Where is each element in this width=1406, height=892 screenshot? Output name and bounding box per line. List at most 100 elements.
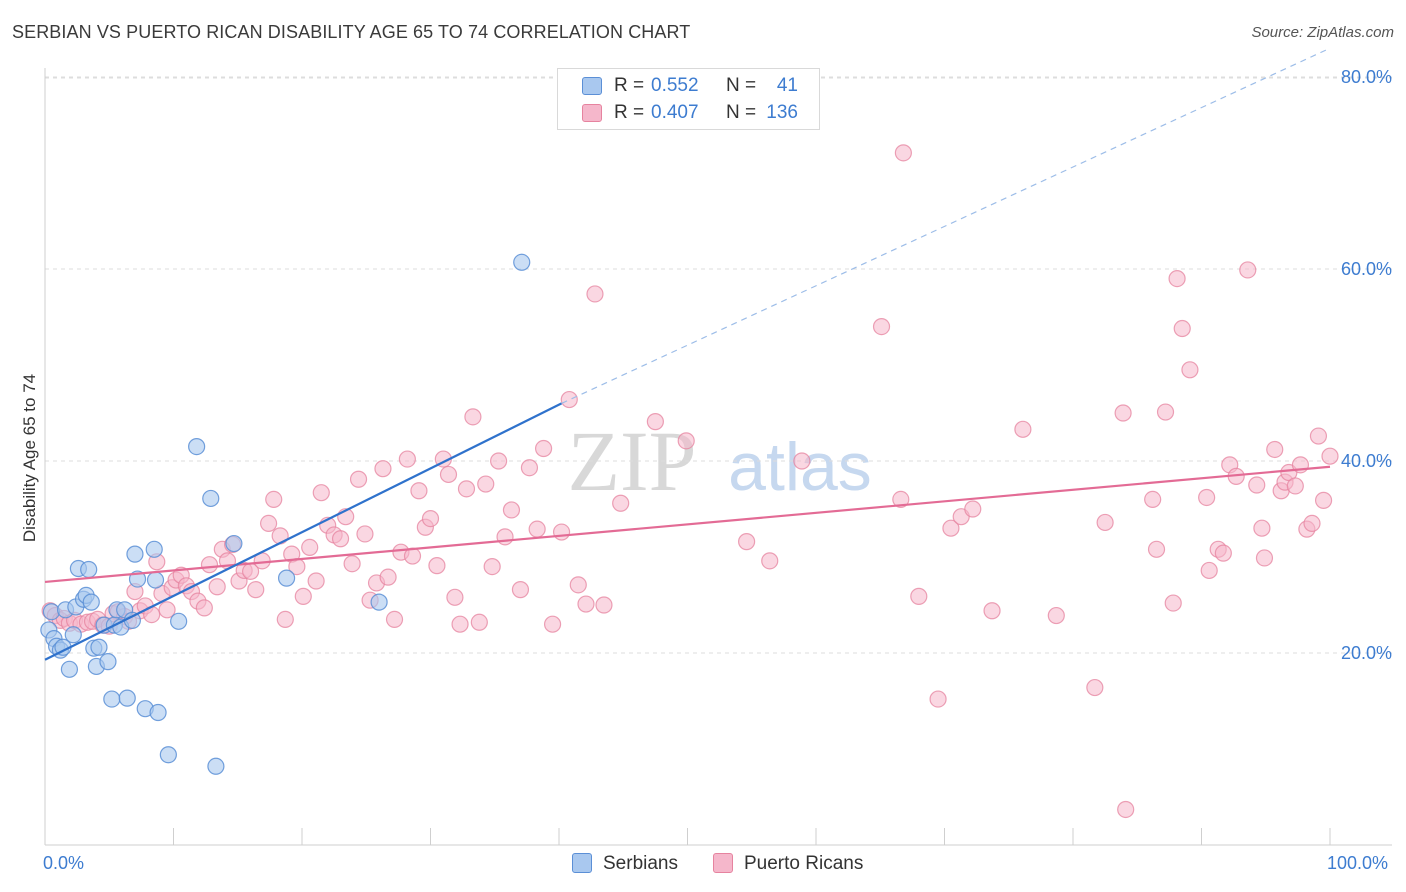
puerto-rican-point[interactable] xyxy=(552,523,571,541)
puerto-rican-point[interactable] xyxy=(983,602,1001,620)
puerto-rican-point[interactable] xyxy=(1156,403,1175,421)
puerto-rican-point[interactable] xyxy=(477,475,495,493)
puerto-rican-point[interactable] xyxy=(428,557,446,575)
serbian-point[interactable] xyxy=(145,540,163,558)
serbian-point[interactable] xyxy=(90,638,108,656)
puerto-rican-point[interactable] xyxy=(1255,549,1274,567)
puerto-rican-point[interactable] xyxy=(929,690,947,708)
puerto-rican-point[interactable] xyxy=(1114,404,1132,422)
serbian-point[interactable] xyxy=(277,569,296,587)
puerto-rican-point[interactable] xyxy=(942,519,960,537)
puerto-rican-point[interactable] xyxy=(1200,561,1218,580)
puerto-rican-point[interactable] xyxy=(677,432,695,450)
puerto-rican-point[interactable] xyxy=(200,556,219,574)
puerto-rican-point[interactable] xyxy=(374,460,392,478)
serbian-point[interactable] xyxy=(103,690,121,708)
serbian-point[interactable] xyxy=(513,253,531,271)
puerto-rican-point[interactable] xyxy=(1014,420,1032,438)
puerto-rican-point[interactable] xyxy=(446,588,464,606)
puerto-rican-point[interactable] xyxy=(421,509,440,528)
puerto-rican-point[interactable] xyxy=(276,610,294,629)
serbian-point[interactable] xyxy=(207,757,225,775)
serbian-point[interactable] xyxy=(80,560,98,579)
puerto-rican-point[interactable] xyxy=(312,484,330,502)
serbian-point[interactable] xyxy=(170,612,188,630)
puerto-rican-point[interactable] xyxy=(612,494,630,512)
puerto-rican-point[interactable] xyxy=(586,285,604,303)
puerto-rican-point[interactable] xyxy=(738,533,756,551)
serbian-point[interactable] xyxy=(202,489,220,508)
puerto-rican-point[interactable] xyxy=(1173,319,1191,338)
puerto-rican-point[interactable] xyxy=(1147,540,1166,558)
puerto-rican-point[interactable] xyxy=(910,587,928,605)
puerto-rican-point[interactable] xyxy=(894,144,912,162)
puerto-rican-point[interactable] xyxy=(1239,261,1257,279)
puerto-rican-point[interactable] xyxy=(1117,800,1135,819)
puerto-rican-point[interactable] xyxy=(1266,440,1284,459)
puerto-rican-point[interactable] xyxy=(1286,477,1304,495)
puerto-rican-point[interactable] xyxy=(1168,270,1186,288)
puerto-rican-point[interactable] xyxy=(543,615,562,633)
puerto-rican-point[interactable] xyxy=(502,501,521,519)
puerto-rican-point[interactable] xyxy=(1214,544,1232,562)
serbian-point[interactable] xyxy=(118,689,136,707)
puerto-rican-point[interactable] xyxy=(1248,476,1266,494)
serbian-point[interactable] xyxy=(159,746,177,764)
serbian-point[interactable] xyxy=(99,653,117,671)
serbian-point[interactable] xyxy=(370,593,388,611)
puerto-rican-point[interactable] xyxy=(1047,606,1065,625)
puerto-rican-point[interactable] xyxy=(892,490,910,508)
puerto-rican-point[interactable] xyxy=(496,528,514,546)
puerto-rican-point[interactable] xyxy=(356,525,374,543)
puerto-rican-point[interactable] xyxy=(343,555,361,573)
puerto-rican-point[interactable] xyxy=(385,610,404,629)
puerto-rican-point[interactable] xyxy=(964,500,982,518)
puerto-rican-point[interactable] xyxy=(457,480,476,498)
puerto-rican-point[interactable] xyxy=(259,514,278,533)
puerto-rican-point[interactable] xyxy=(872,318,891,336)
puerto-rican-point[interactable] xyxy=(1303,514,1321,533)
serbian-point[interactable] xyxy=(60,660,79,678)
puerto-rican-point[interactable] xyxy=(1198,488,1216,507)
puerto-rican-point[interactable] xyxy=(470,613,488,631)
puerto-rican-point[interactable] xyxy=(1309,427,1328,445)
puerto-rican-point[interactable] xyxy=(1321,447,1339,465)
puerto-rican-point[interactable] xyxy=(307,572,325,590)
puerto-rican-point[interactable] xyxy=(577,595,595,613)
serbian-point[interactable] xyxy=(149,703,167,722)
serbian-point[interactable] xyxy=(225,534,243,553)
puerto-rican-point[interactable] xyxy=(398,450,416,468)
serbian-point[interactable] xyxy=(64,626,82,644)
puerto-rican-point[interactable] xyxy=(379,568,397,586)
serbian-point[interactable] xyxy=(126,545,144,563)
puerto-rican-point[interactable] xyxy=(1314,491,1333,509)
puerto-rican-point[interactable] xyxy=(349,470,368,488)
puerto-rican-point[interactable] xyxy=(560,390,578,409)
puerto-rican-point[interactable] xyxy=(301,538,319,557)
puerto-rican-point[interactable] xyxy=(464,408,482,426)
puerto-rican-point[interactable] xyxy=(195,599,213,617)
puerto-rican-point[interactable] xyxy=(761,552,779,570)
puerto-rican-point[interactable] xyxy=(208,578,226,596)
puerto-rican-point[interactable] xyxy=(1181,361,1199,379)
puerto-rican-point[interactable] xyxy=(294,587,312,605)
puerto-rican-point[interactable] xyxy=(528,520,546,538)
puerto-rican-point[interactable] xyxy=(646,413,664,431)
puerto-rican-point[interactable] xyxy=(1144,490,1162,508)
serbian-point[interactable] xyxy=(146,571,165,589)
puerto-rican-point[interactable] xyxy=(331,530,350,548)
puerto-rican-point[interactable] xyxy=(265,490,283,508)
puerto-rican-point[interactable] xyxy=(1164,594,1182,612)
serbian-point[interactable] xyxy=(42,603,61,621)
puerto-rican-point[interactable] xyxy=(483,557,501,576)
puerto-rican-point[interactable] xyxy=(158,601,176,619)
serbian-point[interactable] xyxy=(82,593,100,611)
puerto-rican-point[interactable] xyxy=(439,465,458,484)
puerto-rican-point[interactable] xyxy=(569,576,587,594)
puerto-rican-point[interactable] xyxy=(451,615,469,633)
puerto-rican-point[interactable] xyxy=(793,452,811,470)
puerto-rican-point[interactable] xyxy=(534,439,553,458)
puerto-rican-point[interactable] xyxy=(511,581,530,599)
puerto-rican-point[interactable] xyxy=(247,581,265,599)
puerto-rican-point[interactable] xyxy=(1096,513,1114,532)
